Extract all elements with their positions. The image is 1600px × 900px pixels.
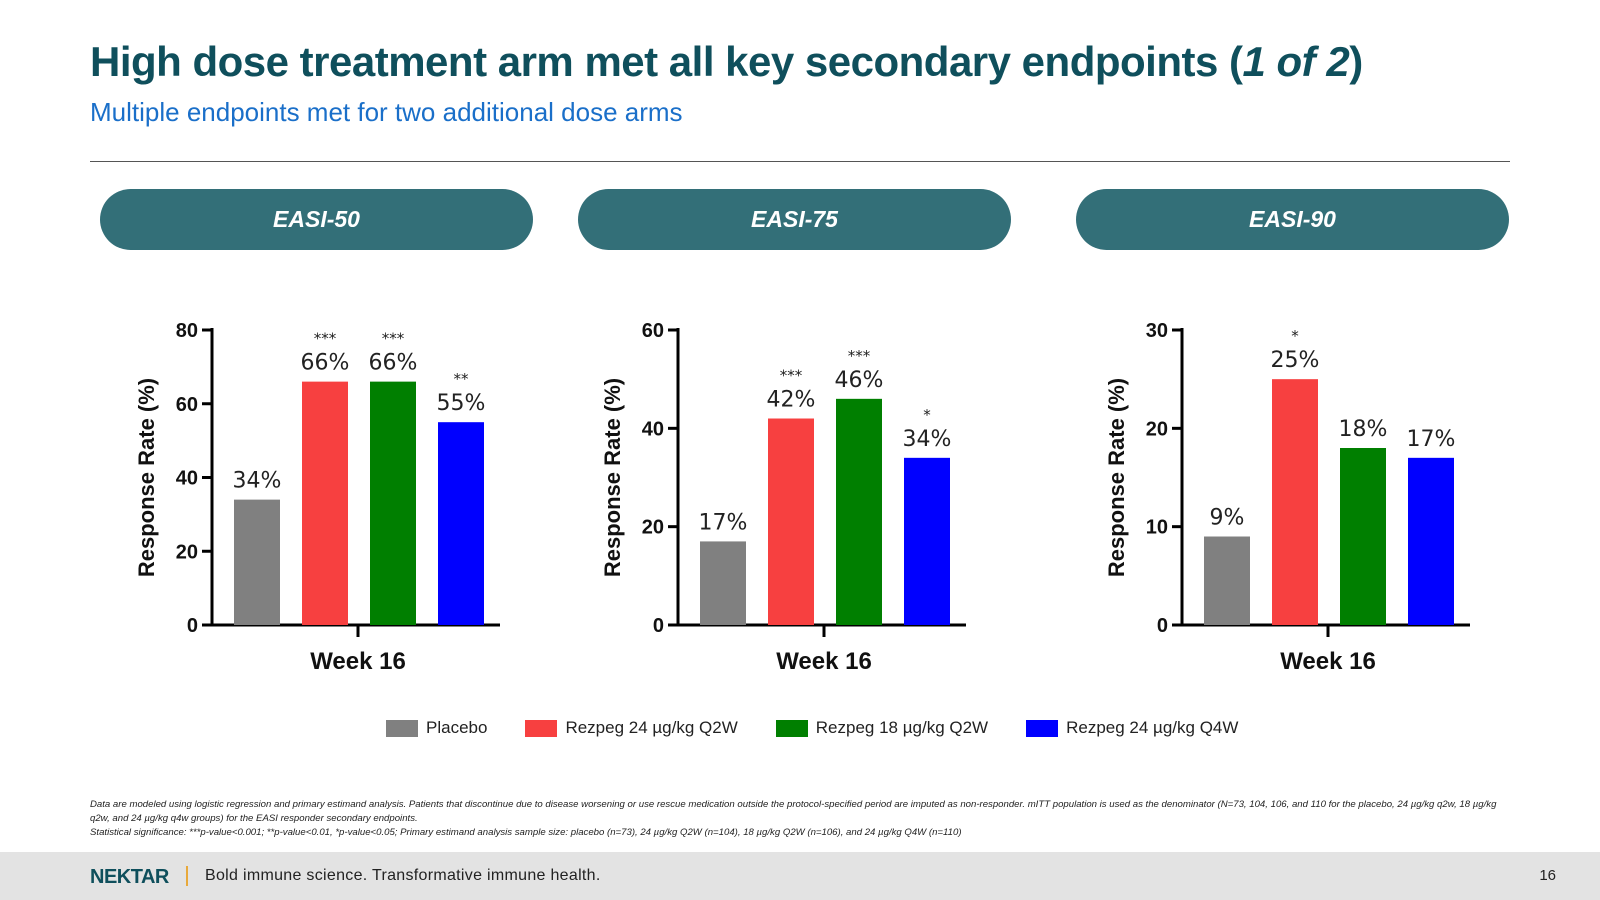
easi-50-bar-1 — [302, 381, 348, 625]
easi-50-data-label-3: 55% — [437, 391, 486, 416]
easi-50-bar-0 — [234, 499, 280, 625]
chart-easi-90: 0 10 20 30 Response Rate (%) Week 16 9% 25% * 18%… — [1100, 300, 1490, 705]
footer-bar: NEKTAR Bold immune science. Transformati… — [0, 852, 1600, 900]
easi-90-bar-2 — [1340, 448, 1386, 625]
easi-50-ytick-label: 80 — [176, 320, 198, 342]
easi-90-bar-1 — [1272, 379, 1318, 625]
easi-75-sig-label-3: * — [923, 406, 931, 424]
title-part-italic: 1 of 2 — [1242, 38, 1350, 85]
easi-75-bar-2 — [836, 398, 882, 625]
footnote-significance: Statistical significance: ***p-value<0.0… — [90, 827, 962, 838]
pill-easi-50: EASI-50 — [100, 189, 533, 250]
easi-90-data-label-2: 18% — [1339, 417, 1388, 442]
easi-50-sig-label-3: ** — [454, 370, 470, 388]
easi-75-bar-1 — [768, 418, 814, 625]
chart-easi-90-svg: 0 10 20 30 Response Rate (%) Week 16 9% 25% * 18%… — [1104, 320, 1470, 675]
easi-75-y-axis-title: Response Rate (%) — [600, 378, 625, 577]
legend-label-24-q4w: Rezpeg 24 µg/kg Q4W — [1066, 718, 1239, 737]
legend-label-24-q2w: Rezpeg 24 µg/kg Q2W — [565, 718, 738, 737]
easi-90-data-label-3: 17% — [1407, 427, 1456, 452]
easi-50-sig-label-2: *** — [382, 330, 405, 348]
easi-50-ytick-label: 0 — [187, 615, 198, 637]
easi-90-ytick-label: 0 — [1157, 615, 1168, 637]
footnote: Data are modeled using logistic regressi… — [90, 798, 1510, 840]
chart-easi-75: 0 20 40 60 Response Rate (%) Week 16 17% 42% ***… — [596, 300, 986, 705]
chart-easi-50-svg: 0 20 40 60 80 Response Rate (%) Week 16 34% 66% *… — [134, 320, 500, 675]
easi-90-data-label-1: 25% — [1271, 348, 1320, 373]
easi-90-bar-0 — [1204, 536, 1250, 625]
easi-75-ytick-label: 60 — [642, 320, 664, 342]
pill-easi-90: EASI-90 — [1076, 189, 1509, 250]
page-number: 16 — [1539, 867, 1556, 884]
easi-50-ytick-label: 60 — [176, 394, 198, 416]
easi-50-category-label: Week 16 — [310, 648, 406, 675]
easi-90-y-axis-title: Response Rate (%) — [1104, 378, 1129, 577]
easi-50-bar-2 — [370, 381, 416, 625]
easi-90-ytick-label: 10 — [1146, 517, 1168, 539]
legend-label-18-q2w: Rezpeg 18 µg/kg Q2W — [815, 718, 989, 737]
legend-item-24-q4w: Rezpeg 24 µg/kg Q4W — [1026, 718, 1238, 738]
chart-easi-50: 0 20 40 60 80 Response Rate (%) Week 16 34% 66% *… — [130, 300, 520, 705]
legend-swatch-18-q2w — [775, 719, 808, 737]
easi-50-data-label-2: 66% — [369, 351, 418, 376]
easi-50-data-label-0: 34% — [233, 469, 282, 494]
easi-50-ytick-label: 40 — [176, 468, 198, 490]
easi-90-category-label: Week 16 — [1280, 648, 1376, 675]
legend-swatch-placebo — [386, 719, 418, 737]
legend-item-18-q2w: Rezpeg 18 µg/kg Q2W — [775, 718, 989, 738]
easi-75-sig-label-1: *** — [780, 367, 803, 385]
easi-75-bar-3 — [904, 457, 950, 625]
easi-50-bar-3 — [438, 422, 484, 625]
easi-90-data-label-0: 9% — [1210, 506, 1245, 531]
easi-75-data-label-0: 17% — [699, 510, 748, 535]
legend: Placebo Rezpeg 24 µg/kg Q2W Rezpeg 18 µg… — [386, 718, 1276, 738]
legend-swatch-24-q4w — [1026, 719, 1059, 737]
nektar-logo: NEKTAR — [90, 866, 169, 888]
easi-75-data-label-3: 34% — [903, 427, 952, 452]
easi-50-y-axis-title: Response Rate (%) — [134, 378, 159, 577]
legend-item-24-q2w: Rezpeg 24 µg/kg Q2W — [525, 718, 738, 738]
legend-item-placebo: Placebo — [386, 718, 487, 738]
easi-50-ytick-label: 20 — [176, 541, 198, 563]
slide-title: High dose treatment arm met all key seco… — [90, 38, 1363, 85]
easi-50-sig-label-1: *** — [314, 330, 337, 348]
footer-separator — [186, 866, 188, 886]
title-divider — [90, 161, 1510, 162]
easi-75-sig-label-2: *** — [848, 347, 871, 365]
legend-swatch-24-q2w — [525, 719, 558, 737]
legend-label-placebo: Placebo — [426, 718, 488, 737]
pill-easi-75: EASI-75 — [578, 189, 1011, 250]
easi-90-sig-label-1: * — [1291, 327, 1299, 345]
easi-90-ytick-label: 30 — [1146, 320, 1168, 342]
easi-50-data-label-1: 66% — [301, 351, 350, 376]
footnote-methods: Data are modeled using logistic regressi… — [90, 799, 1497, 824]
slide-subtitle: Multiple endpoints met for two additiona… — [90, 97, 683, 127]
easi-75-ytick-label: 40 — [642, 418, 664, 440]
footer-tagline: Bold immune science. Transformative immu… — [205, 867, 601, 884]
easi-90-ytick-label: 20 — [1146, 418, 1168, 440]
easi-75-data-label-1: 42% — [767, 388, 816, 413]
easi-75-ytick-label: 20 — [642, 517, 664, 539]
easi-75-category-label: Week 16 — [776, 648, 872, 675]
easi-75-ytick-label: 0 — [653, 615, 664, 637]
easi-75-data-label-2: 46% — [835, 368, 884, 393]
easi-90-bar-3 — [1408, 457, 1454, 625]
easi-75-bar-0 — [700, 541, 746, 625]
